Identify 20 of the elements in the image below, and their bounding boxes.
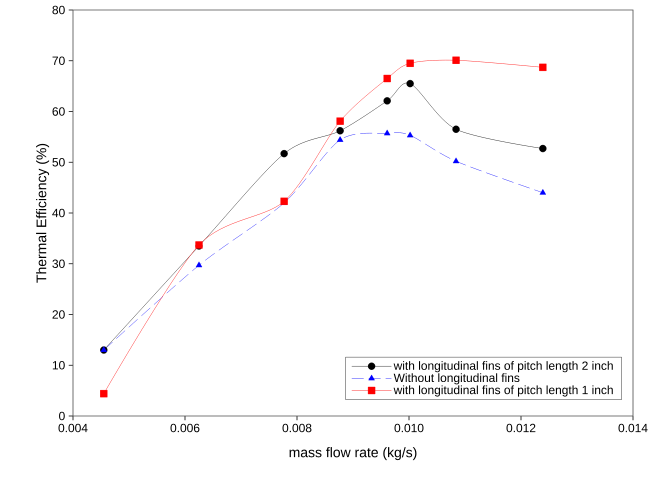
y-tick-label: 0 — [59, 412, 65, 420]
y-tick-label: 10 — [52, 361, 65, 370]
y-tick-label: 30 — [52, 260, 65, 268]
x-tick-label: 0.014 — [618, 424, 648, 432]
legend-label: Without longitudinal fins — [394, 373, 520, 384]
legend-label: with longitudinal fins of pitch length 2 inch — [394, 361, 613, 372]
y-tick-label: 70 — [52, 56, 65, 65]
x-tick-label: 0.006 — [170, 424, 200, 432]
x-tick-label: 0.012 — [506, 424, 536, 432]
y-tick-label: 50 — [52, 158, 65, 166]
y-tick-label: 80 — [52, 6, 65, 14]
y-tick-label: 60 — [52, 107, 65, 116]
x-tick-label: 0.004 — [58, 424, 88, 432]
y-tick-label: 40 — [52, 208, 65, 218]
y-axis-title: Thermal Efficiency (%) — [36, 144, 50, 283]
x-tick-label: 0.010 — [394, 424, 424, 432]
x-tick-label: 0.008 — [282, 424, 312, 432]
x-axis-title: mass flow rate (kg/s) — [290, 447, 416, 460]
y-tick-label: 20 — [52, 310, 65, 319]
legend-label: with longitudinal fins of pitch length 1 inch — [394, 385, 613, 397]
